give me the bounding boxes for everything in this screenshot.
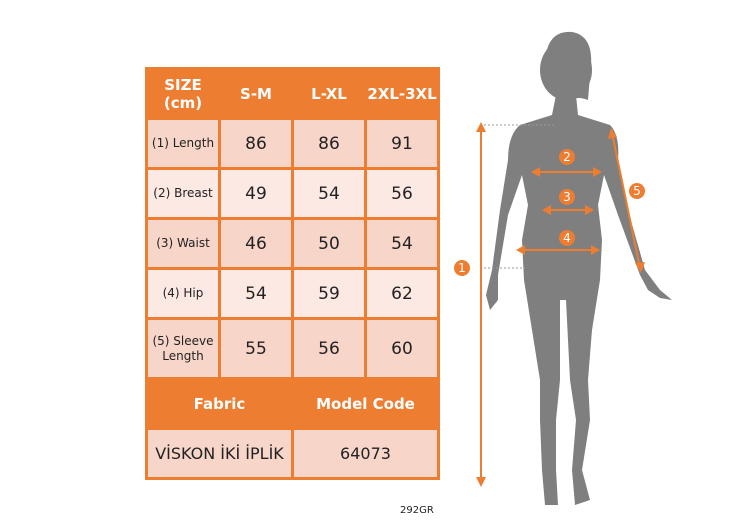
marker-1: [454, 260, 470, 276]
row-label: (3) Waist: [145, 217, 221, 270]
row-label: (4) Hip: [145, 267, 221, 320]
marker-2: [559, 149, 575, 165]
cell: 86: [291, 117, 367, 170]
row-label: (5) Sleeve Length: [145, 317, 221, 380]
cell: 56: [291, 317, 367, 380]
cell: 86: [218, 117, 294, 170]
marker-3: [559, 189, 575, 205]
cell: 54: [218, 267, 294, 320]
cell: 46: [218, 217, 294, 270]
cell: 49: [218, 167, 294, 220]
table-row: (5) Sleeve Length 55 56 60: [145, 317, 440, 380]
header-size: SIZE (cm): [145, 67, 221, 120]
cell: 55: [218, 317, 294, 380]
model-code-value: 64073: [291, 427, 440, 480]
fabric-header-row: Fabric Model Code: [145, 377, 440, 430]
guide-lines: [480, 124, 555, 269]
cell: 59: [291, 267, 367, 320]
marker-3-label: 3: [563, 190, 571, 204]
header-row: SIZE (cm) S-M L-XL 2XL-3XL: [145, 67, 440, 120]
header-2xl-3xl: 2XL-3XL: [364, 67, 440, 120]
marker-5: [629, 183, 645, 199]
table-row: (3) Waist 46 50 54: [145, 217, 440, 270]
header-l-xl: L-XL: [291, 67, 367, 120]
marker-5-label: 5: [633, 184, 641, 198]
cell: 60: [364, 317, 440, 380]
footer-code: 292GR: [400, 505, 434, 516]
cell: 50: [291, 217, 367, 270]
marker-2-label: 2: [563, 150, 571, 164]
cell: 91: [364, 117, 440, 170]
cell: 54: [364, 217, 440, 270]
fabric-value: VİSKON İKİ İPLİK: [145, 427, 294, 480]
size-chart-table: SIZE (cm) S-M L-XL 2XL-3XL (1) Length 86…: [145, 67, 440, 480]
cell: 62: [364, 267, 440, 320]
table-row: (1) Length 86 86 91: [145, 117, 440, 170]
table-row: (4) Hip 54 59 62: [145, 267, 440, 320]
header-s-m: S-M: [218, 67, 294, 120]
row-label: (2) Breast: [145, 167, 221, 220]
measurement-arrows: [476, 122, 645, 487]
markers: 1 2 3 4 5: [454, 149, 645, 276]
marker-4: [559, 230, 575, 246]
fabric-row: VİSKON İKİ İPLİK 64073: [145, 427, 440, 480]
cell: 56: [364, 167, 440, 220]
marker-4-label: 4: [563, 231, 571, 245]
row-label: (1) Length: [145, 117, 221, 170]
model-code-header: Model Code: [291, 377, 440, 430]
sleeve-arrow: [611, 132, 641, 269]
table-row: (2) Breast 49 54 56: [145, 167, 440, 220]
cell: 54: [291, 167, 367, 220]
fabric-header: Fabric: [145, 377, 294, 430]
marker-1-label: 1: [458, 261, 466, 275]
